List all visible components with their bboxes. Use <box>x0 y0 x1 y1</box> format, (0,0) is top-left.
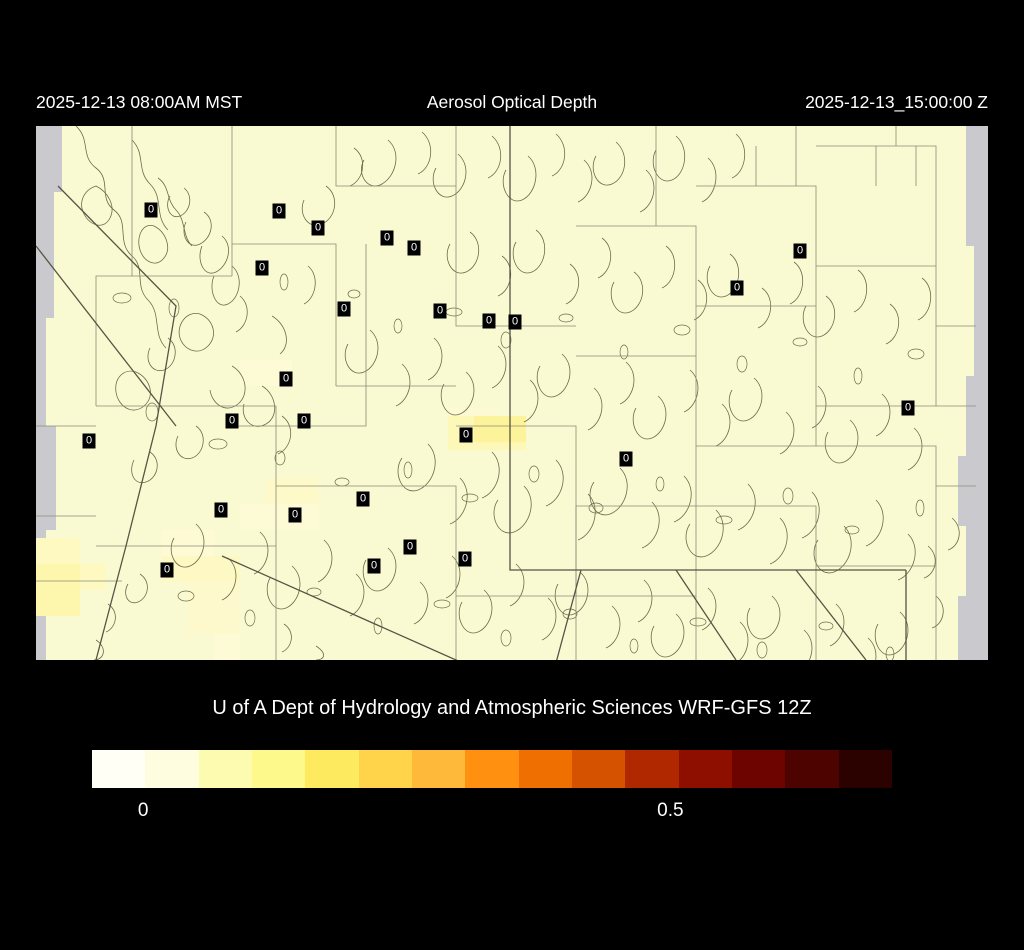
contour-label: 0 <box>508 314 522 330</box>
map-canvas <box>36 126 988 660</box>
nodata-region-right <box>958 126 988 660</box>
contour-label: 0 <box>433 303 447 319</box>
colorbar-gradient <box>92 750 892 788</box>
contour-label: 0 <box>311 220 325 236</box>
contour-label: 0 <box>356 491 370 507</box>
attribution-caption: U of A Dept of Hydrology and Atmospheric… <box>212 697 812 719</box>
contour-label: 0 <box>225 413 239 429</box>
contour-label: 0 <box>901 400 915 416</box>
colorbar-segment <box>358 750 412 788</box>
contour-label: 0 <box>297 413 311 429</box>
contour-label: 0 <box>82 433 96 449</box>
contour-label: 0 <box>288 507 302 523</box>
colorbar[interactable] <box>92 750 892 788</box>
page-title: Aerosol Optical Depth <box>426 92 598 112</box>
contour-label: 0 <box>482 313 496 329</box>
nodata-region-left <box>36 126 62 660</box>
aod-contour-ovals <box>112 273 925 660</box>
contour-label: 0 <box>619 451 633 467</box>
contour-label: 0 <box>407 240 421 256</box>
colorbar-tick-label: 0.5 <box>657 800 684 821</box>
colorbar-segment <box>251 750 306 788</box>
county-boundaries <box>36 126 976 660</box>
aod-filled-cells <box>36 360 526 660</box>
colorbar-segment <box>145 750 199 788</box>
contour-label: 0 <box>160 562 174 578</box>
contour-label: 0 <box>458 551 472 567</box>
contour-label: 0 <box>367 558 381 574</box>
contour-label: 0 <box>272 203 286 219</box>
colorbar-segment <box>785 750 839 788</box>
colorbar-segment <box>625 750 679 788</box>
contour-label: 0 <box>255 260 269 276</box>
contour-label: 0 <box>279 371 293 387</box>
colorbar-segment <box>678 750 732 788</box>
colorbar-tick-labels: 0 0.5 <box>0 796 1024 826</box>
colorbar-segment <box>198 750 252 788</box>
contour-label: 0 <box>403 539 417 555</box>
colorbar-segment <box>92 750 146 788</box>
contour-label: 0 <box>214 502 228 518</box>
local-time-label: 2025-12-13 08:00AM MST <box>36 92 243 112</box>
colorbar-segment <box>571 750 626 788</box>
map-header: 2025-12-13 08:00AM MST Aerosol Optical D… <box>0 88 1024 116</box>
contour-label: 0 <box>793 243 807 259</box>
colorbar-segment <box>838 750 892 788</box>
colorbar-segment <box>411 750 466 788</box>
valid-time-label: 2025-12-13_15:00:00 Z <box>805 92 988 112</box>
colorbar-tick-label: 0 <box>137 800 149 821</box>
contour-label: 0 <box>380 230 394 246</box>
colorbar-segment <box>731 750 786 788</box>
contour-label: 0 <box>459 427 473 443</box>
contour-label: 0 <box>337 301 351 317</box>
state-boundaries <box>36 126 907 660</box>
colorbar-segment <box>518 750 572 788</box>
colorbar-segment <box>305 750 359 788</box>
contour-label: 0 <box>144 202 158 218</box>
colorbar-segment <box>465 750 519 788</box>
contour-label: 0 <box>730 280 744 296</box>
